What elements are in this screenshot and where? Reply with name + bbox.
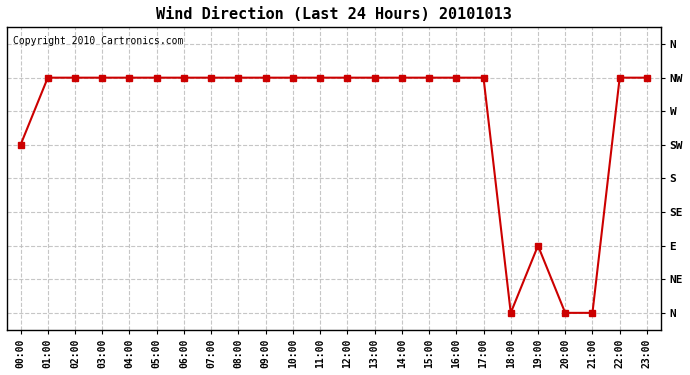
Title: Wind Direction (Last 24 Hours) 20101013: Wind Direction (Last 24 Hours) 20101013 xyxy=(156,7,512,22)
Text: Copyright 2010 Cartronics.com: Copyright 2010 Cartronics.com xyxy=(14,36,184,46)
